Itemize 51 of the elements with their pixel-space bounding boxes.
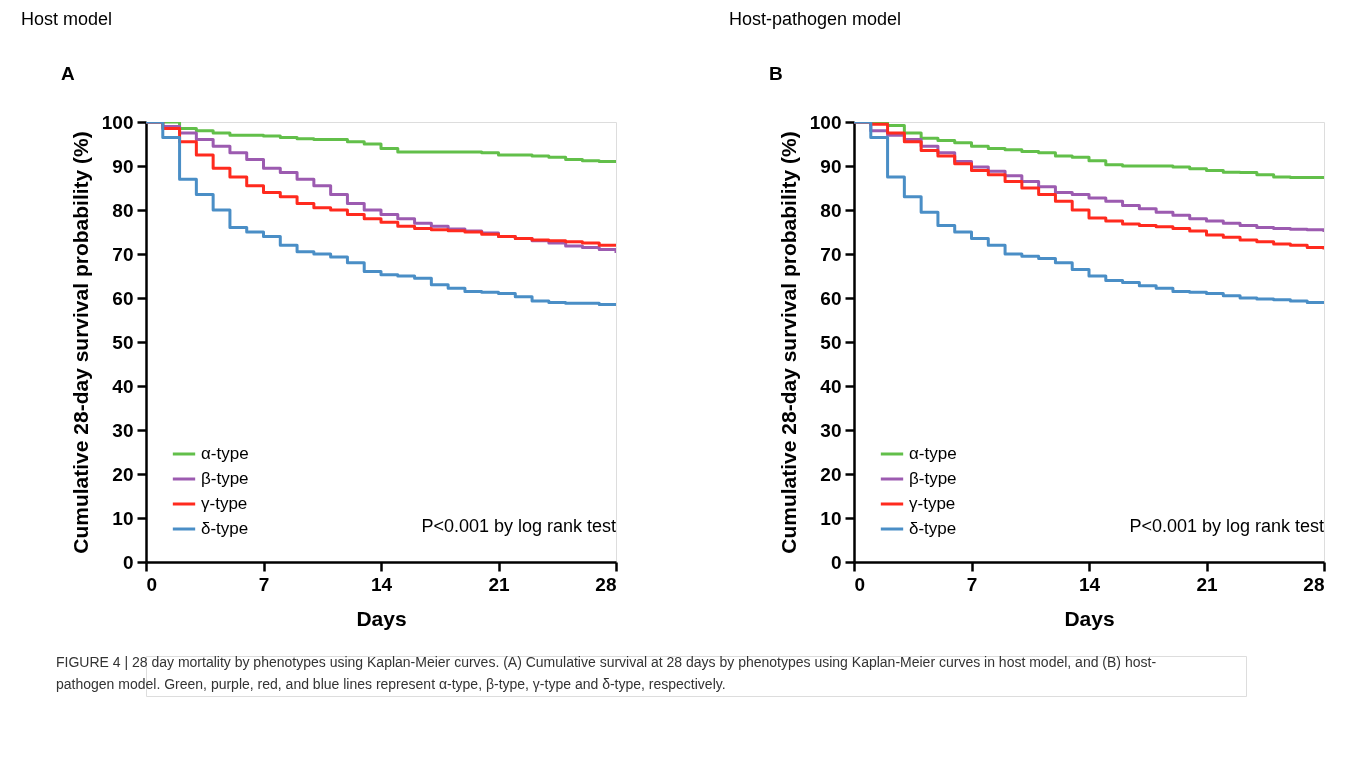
y-tick-label: 20 [112, 463, 134, 485]
legend-label: δ-type [201, 519, 249, 538]
legend-label: α-type [909, 444, 957, 463]
annotation: P<0.001 by log rank test [1129, 516, 1324, 536]
y-tick-label: 70 [112, 243, 134, 265]
legend-label: γ-type [201, 494, 248, 513]
x-tick-label: 7 [966, 573, 978, 595]
y-tick-label: 30 [112, 419, 134, 441]
legend-label: α-type [201, 444, 249, 463]
y-tick-label: 20 [820, 463, 842, 485]
x-tick-label: 7 [258, 573, 270, 595]
x-tick-label: 21 [488, 573, 510, 595]
y-tick-label: 90 [820, 155, 842, 177]
caption: FIGURE 4 | 28 day mortality by phenotypes using Kaplan-Meier curves. (A) Cumulative survival at 28 days by phenotypes using Kaplan-Meier curves in host model, and (B) host-pathogen model. Green, purple, red, and blue lines represent α-type, β-type, γ-type and δ-type, respectively. [56, 654, 1157, 692]
y-tick-label: 0 [122, 551, 134, 573]
y-tick-label: 80 [820, 199, 842, 221]
x-axis-title: Days [1064, 606, 1115, 630]
text: B [769, 63, 783, 84]
x-tick-label: 0 [146, 573, 158, 595]
y-tick-label: 80 [112, 199, 134, 221]
legend-label: β-type [909, 469, 957, 488]
y-tick-label: 60 [820, 287, 842, 309]
annotation: P<0.001 by log rank test [421, 516, 616, 536]
y-axis-title: Cumulative 28-day survival probability (%) [776, 131, 800, 554]
y-tick-label: 10 [820, 507, 842, 529]
x-tick-label: 28 [595, 573, 617, 595]
x-tick-label: 28 [1303, 573, 1325, 595]
y-tick-label: 0 [830, 551, 842, 573]
x-tick-label: 0 [854, 573, 866, 595]
y-tick-label: 60 [112, 287, 134, 309]
y-tick-label: 100 [101, 111, 134, 133]
y-tick-label: 10 [112, 507, 134, 529]
legend-label: γ-type [909, 494, 956, 513]
legend-label: δ-type [909, 519, 957, 538]
x-axis-title: Days [356, 606, 407, 630]
chart-title: Host model [21, 9, 113, 29]
chart-title: Host-pathogen model [729, 9, 902, 29]
y-axis-title: Cumulative 28-day survival probability (%) [68, 131, 92, 554]
y-tick-label: 40 [112, 375, 134, 397]
y-tick-label: 40 [820, 375, 842, 397]
y-tick-label: 70 [820, 243, 842, 265]
legend-label: β-type [201, 469, 249, 488]
x-tick-label: 14 [1078, 573, 1101, 595]
y-tick-label: 30 [820, 419, 842, 441]
x-tick-label: 14 [370, 573, 393, 595]
y-tick-label: 90 [112, 155, 134, 177]
y-tick-label: 100 [809, 111, 842, 133]
x-tick-label: 21 [1196, 573, 1218, 595]
y-tick-label: 50 [112, 331, 134, 353]
text: A [61, 63, 75, 84]
y-tick-label: 50 [820, 331, 842, 353]
